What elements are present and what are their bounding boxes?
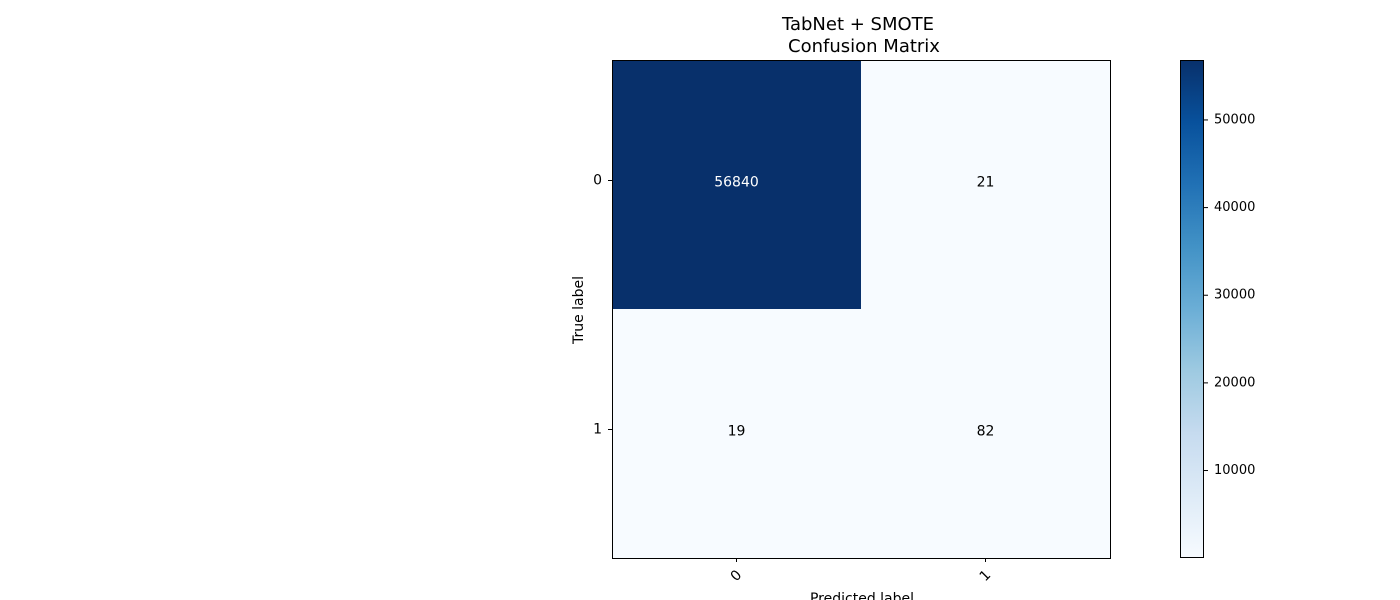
y-axis-label: True label [571,276,587,345]
x-tick-label: 0 [728,567,746,585]
plot-frame [612,60,1111,559]
x-tick-label: 1 [977,567,995,585]
heatmap-cells [612,60,1110,558]
colorbar-tick-label: 40000 [1214,200,1255,215]
y-axis-ticks: 01 [593,173,612,438]
colorbar-tick-label: 30000 [1214,288,1255,303]
cell-value-labels: 56840 21 19 82 [714,175,994,440]
heatmap-cell [861,309,1110,558]
colorbar-tick-label: 20000 [1214,375,1255,390]
y-tick-label: 0 [593,173,602,189]
cell-value-label: 19 [728,424,746,440]
colorbar-frame [1180,60,1204,558]
heatmap-cell [861,60,1110,309]
cell-value-label: 56840 [714,175,759,191]
colorbar-tick-label: 50000 [1214,112,1255,127]
chart-title: TabNet + SMOTE [781,14,934,35]
y-tick-label: 1 [593,422,602,438]
colorbar-ticks: 10000 20000 30000 40000 50000 [1204,112,1255,478]
colorbar-tick-label: 10000 [1214,463,1255,478]
colorbar [1180,60,1204,558]
cell-value-label: 21 [977,175,995,191]
x-axis-label: Predicted label [810,591,914,600]
chart-subtitle: Confusion Matrix [788,36,940,57]
heatmap-cell [612,60,861,309]
heatmap-cell [612,309,861,558]
cell-value-label: 82 [977,424,995,440]
